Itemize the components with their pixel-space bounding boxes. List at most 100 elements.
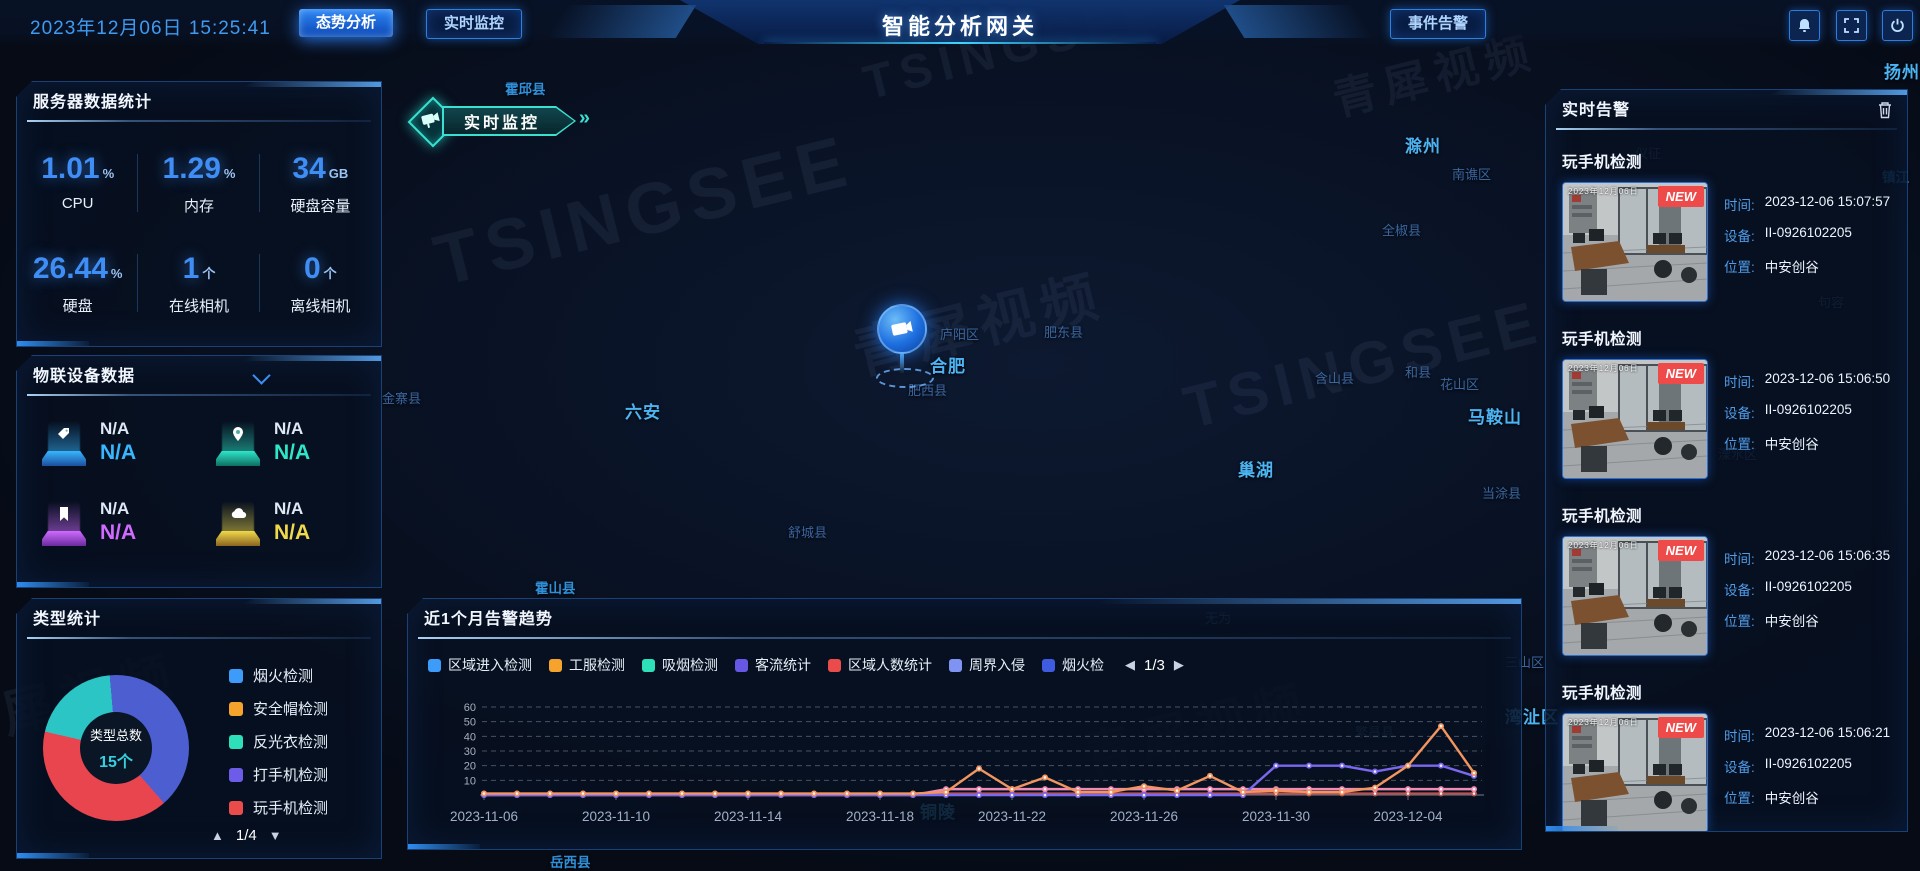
alert-location: 中安创谷 — [1764, 614, 1819, 629]
stat-label: CPU — [61, 195, 94, 212]
field-label-location: 位置: — [1724, 437, 1755, 452]
svg-text:20: 20 — [464, 761, 476, 773]
type-legend: 烟火检测安全帽检测反光衣检测打手机检测玩手机检测 — [229, 665, 328, 818]
legend-swatch — [642, 658, 655, 672]
alert-time: 2023-12-06 15:07:57 — [1764, 194, 1891, 209]
map-label-扬州: 扬州 — [1884, 63, 1920, 82]
trend-legend-客流统计[interactable]: 客流统计 — [735, 655, 811, 675]
legend-label: 安全帽检测 — [253, 701, 329, 718]
alert-card-1[interactable]: 玩手机检测 2023年12月06日 NEW 时间: 2023-12-06 15:0… — [1562, 327, 1891, 479]
alert-card-2[interactable]: 玩手机检测 2023年12月06日 NEW 时间: 2023-12-06 15:0… — [1562, 504, 1891, 656]
type-legend-打手机检测[interactable]: 打手机检测 — [229, 764, 328, 785]
field-label-device: 设备: — [1724, 583, 1755, 598]
server-stat-CPU: 1.01% CPU — [17, 138, 139, 238]
type-legend-玩手机检测[interactable]: 玩手机检测 — [229, 797, 328, 818]
event-alarm-button[interactable]: 事件告警 — [1390, 9, 1487, 39]
server-stats-panel: 服务器数据统计 1.01% CPU 1.29% 内存 34 GB 硬盘容量 26.44% 硬盘 1… — [16, 81, 382, 347]
page-right-icon[interactable]: ▶ — [1173, 657, 1184, 672]
new-badge: NEW — [1657, 717, 1704, 738]
svg-text:2023-11-06: 2023-11-06 — [450, 809, 518, 824]
nav-live-monitor[interactable]: 实时监控 — [426, 9, 523, 39]
legend-swatch — [549, 658, 562, 672]
trend-legend-区域进入检测[interactable]: 区域进入检测 — [428, 655, 532, 675]
legend-swatch — [229, 800, 243, 815]
map-label-舒城县: 舒城县 — [788, 525, 828, 540]
field-label-time: 时间: — [1724, 729, 1755, 744]
alert-snapshot[interactable]: 2023年12月06日 NEW — [1562, 182, 1708, 302]
alert-info: 时间: 2023-12-06 15:07:57 设备: II-0926102205 … — [1724, 182, 1890, 302]
trend-legend-周界入侵[interactable]: 周界入侵 — [949, 655, 1025, 675]
alert-card-0[interactable]: 玩手机检测 2023年12月06日 NEW 时间: 2023-12-06 15:0… — [1562, 150, 1891, 302]
iot-item-2: N/A N/A — [25, 496, 199, 548]
type-legend-烟火检测[interactable]: 烟火检测 — [229, 665, 328, 686]
legend-swatch — [428, 658, 441, 672]
alert-card-3[interactable]: 玩手机检测 2023年12月06日 NEW 时间: 2023-12-06 15:0… — [1562, 681, 1891, 831]
snapshot-timestamp: 2023年12月06日 — [1568, 364, 1639, 373]
alert-time: 2023-12-06 15:06:50 — [1764, 371, 1891, 386]
trend-legend-吸烟检测[interactable]: 吸烟检测 — [642, 655, 718, 675]
fullscreen-icon[interactable] — [1836, 10, 1867, 41]
stat-unit: % — [110, 266, 123, 281]
trend-legend-区域人数统计[interactable]: 区域人数统计 — [828, 655, 932, 675]
page-down-icon[interactable]: ▼ — [268, 828, 282, 843]
alert-snapshot[interactable]: 2023年12月06日 NEW — [1562, 359, 1708, 479]
alert-time: 2023-12-06 15:06:21 — [1764, 725, 1891, 740]
server-stat-在线相机: 1 个在线相机 — [138, 238, 260, 338]
trend-legend-工服检测[interactable]: 工服检测 — [549, 655, 625, 675]
iot-grid: N/A N/A N/A N/A N/A N/A N/A N/A — [17, 396, 381, 548]
trash-icon[interactable] — [1877, 101, 1893, 124]
alert-type: 玩手机检测 — [1562, 685, 1643, 702]
legend-swatch — [949, 658, 962, 672]
stat-label: 离线相机 — [290, 298, 351, 315]
iot-item-name: N/A — [100, 498, 130, 518]
legend-label: 烟火检 — [1062, 657, 1104, 673]
power-icon[interactable] — [1882, 10, 1913, 41]
snapshot-timestamp: 2023年12月06日 — [1568, 718, 1639, 727]
iot-item-name: N/A — [274, 498, 304, 518]
trend-legend: 区域进入检测 工服检测 吸烟检测 客流统计 区域人数统计 周界入侵 烟火检 ◀ 1/3 ▶ — [428, 655, 1184, 675]
field-label-device: 设备: — [1724, 406, 1755, 421]
map-label-庐阳区: 庐阳区 — [940, 327, 980, 342]
svg-text:40: 40 — [464, 731, 476, 743]
stat-value: 1.29 — [162, 152, 221, 185]
iot-item-1: N/A N/A — [199, 416, 373, 468]
stat-value: 26.44 — [32, 252, 108, 285]
map-label-霍山县: 霍山县 — [535, 581, 576, 596]
legend-swatch — [229, 668, 243, 683]
alert-info: 时间: 2023-12-06 15:06:35 设备: II-0926102205 … — [1724, 536, 1890, 656]
alert-snapshot[interactable]: 2023年12月06日 NEW — [1562, 713, 1708, 831]
title-backdrop — [680, 0, 1240, 44]
svg-text:2023-11-26: 2023-11-26 — [1110, 809, 1178, 824]
map-label-含山县: 含山县 — [1315, 371, 1355, 386]
bell-icon[interactable] — [1789, 10, 1820, 41]
map-camera-marker[interactable] — [876, 304, 934, 398]
donut-center: 类型总数 15个 — [43, 675, 189, 821]
nav-situation-analysis[interactable]: 态势分析 — [299, 9, 394, 37]
stat-label: 硬盘 — [62, 298, 93, 315]
legend-label: 反光衣检测 — [253, 734, 329, 751]
alert-snapshot[interactable]: 2023年12月06日 NEW — [1562, 536, 1708, 656]
panel-title: 类型统计 — [17, 599, 381, 639]
donut-chart — [43, 675, 189, 821]
svg-text:2023-11-14: 2023-11-14 — [714, 809, 783, 824]
type-legend-安全帽检测[interactable]: 安全帽检测 — [229, 698, 328, 719]
trend-legend-烟火检[interactable]: 烟火检 — [1042, 655, 1104, 675]
camera-icon — [877, 304, 927, 354]
page-left-icon[interactable]: ◀ — [1125, 657, 1135, 672]
live-monitor-tag[interactable]: 实时监控 » — [406, 96, 592, 148]
legend-swatch — [229, 767, 243, 782]
field-label-time: 时间: — [1724, 552, 1755, 567]
page-up-icon[interactable]: ▲ — [211, 828, 224, 843]
field-label-location: 位置: — [1724, 260, 1755, 275]
donut-center-label: 类型总数 — [89, 727, 142, 743]
alert-type: 玩手机检测 — [1562, 508, 1643, 525]
type-legend-pagination: ▲ 1/4 ▼ — [211, 827, 282, 844]
map-label-岳西县: 岳西县 — [550, 855, 591, 870]
type-legend-反光衣检测[interactable]: 反光衣检测 — [229, 731, 328, 752]
svg-text:2023-12-04: 2023-12-04 — [1373, 809, 1443, 824]
marker-stem — [900, 354, 904, 374]
svg-text:2023-11-18: 2023-11-18 — [846, 809, 914, 824]
alert-device: II-0926102205 — [1764, 579, 1852, 594]
chevrons-right-icon: » — [578, 107, 590, 129]
